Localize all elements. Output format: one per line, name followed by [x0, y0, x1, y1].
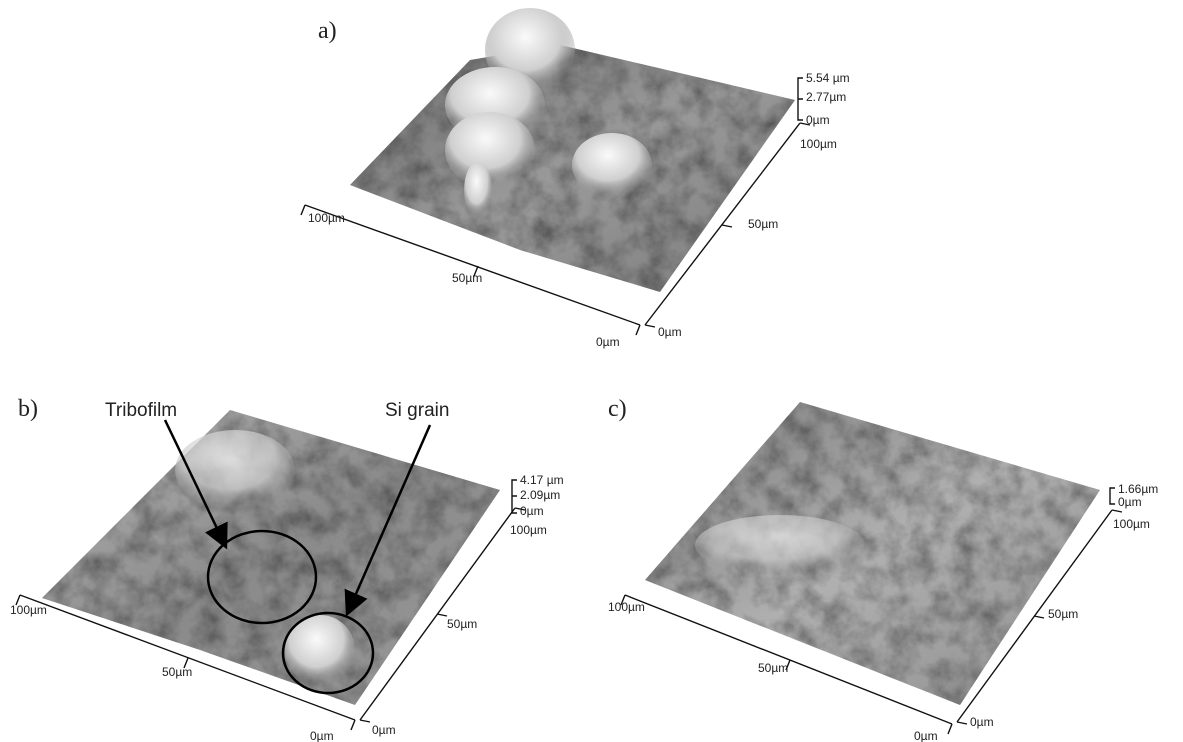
axis-label: 50µm [748, 217, 778, 231]
axis-label: 0µm [310, 729, 334, 742]
z-label: 2.77µm [806, 90, 846, 104]
panel-a: a) 5.54 µm 2.77µm 0µm 100µm 50µm 0µm 0µm… [300, 8, 850, 349]
peak [445, 112, 535, 188]
axis-label: 100µm [608, 600, 645, 614]
si-grain [285, 615, 355, 685]
peak [572, 133, 652, 197]
z-label: 0µm [806, 113, 830, 127]
z-label: 5.54 µm [806, 71, 850, 85]
z-label: 4.17 µm [520, 473, 564, 487]
axis-label: 0µm [914, 729, 938, 742]
z-scale [1109, 487, 1115, 505]
axis-label: 50µm [447, 617, 477, 631]
axis-label: 0µm [372, 723, 396, 737]
panel-label: a) [318, 18, 337, 44]
axes [620, 509, 1123, 735]
axis-label: 50µm [452, 271, 482, 285]
axis-label: 100µm [510, 523, 547, 537]
surface [645, 402, 1100, 705]
peak [464, 162, 492, 218]
axis-label: 50µm [1048, 607, 1078, 621]
z-scale [511, 479, 517, 514]
axis-label: 0µm [596, 335, 620, 349]
axis-label: 100µm [1113, 517, 1150, 531]
axis-label: 100µm [10, 603, 47, 617]
z-label: 0µm [1118, 495, 1142, 509]
axis-label: 0µm [970, 715, 994, 729]
surface [42, 410, 500, 705]
annotation: Si grain [385, 400, 449, 421]
axis-label: 100µm [800, 137, 837, 151]
circle [281, 611, 375, 695]
panel-b: b) Tribofilm Si grain 4.17 µm 2.09µm 0µm… [10, 396, 564, 742]
panel-c: c) 1.66µm 0µm 100µm 50µm 0µm 0µm 50µm 10… [608, 396, 1158, 742]
annotation: Tribofilm [105, 400, 177, 421]
axis-label: 100µm [308, 211, 345, 225]
axis-label: 50µm [758, 661, 788, 675]
z-label: 1.66µm [1118, 482, 1158, 496]
z-label: 2.09µm [520, 488, 560, 502]
bright-area [175, 430, 295, 510]
panel-label: b) [18, 396, 38, 422]
z-label: 0µm [520, 504, 544, 518]
z-scale [797, 77, 803, 121]
panel-label: c) [608, 396, 627, 422]
arrow [163, 419, 228, 550]
axes [300, 122, 811, 336]
axis-label: 50µm [162, 665, 192, 679]
arrow [344, 424, 432, 617]
bright-area [695, 515, 865, 575]
axes [15, 507, 526, 731]
circle [206, 529, 318, 625]
axis-label: 0µm [658, 325, 682, 339]
